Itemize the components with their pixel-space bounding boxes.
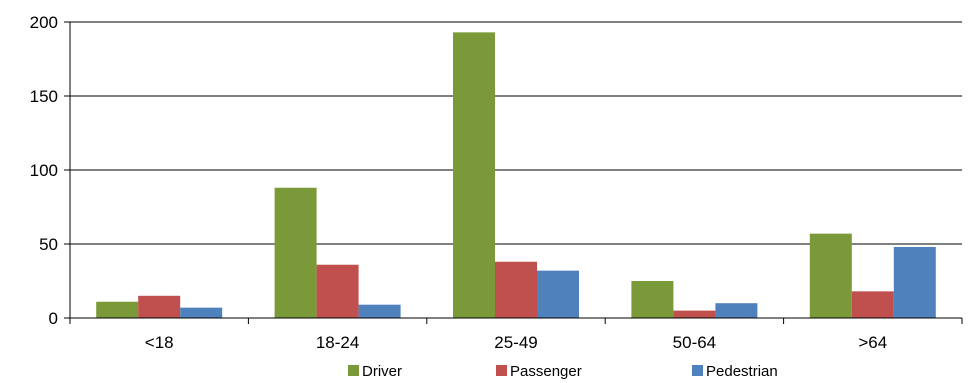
bar-driver-2 (453, 32, 495, 319)
legend-label-driver: Driver (362, 363, 402, 380)
bar-pedestrian-0 (180, 307, 223, 318)
bar-pedestrian-4 (893, 246, 936, 318)
bar-passenger-0 (138, 295, 181, 318)
axes (64, 21, 963, 324)
bar-driver-0 (96, 301, 139, 318)
y-tick-label: 200 (30, 13, 58, 32)
legend-swatch-pedestrian (692, 365, 703, 376)
bar-driver-3 (631, 281, 674, 318)
legend-label-pedestrian: Pedestrian (706, 363, 778, 380)
y-tick-label: 150 (30, 87, 58, 106)
bar-pedestrian-3 (715, 303, 758, 318)
legend-swatch-passenger (496, 365, 507, 376)
x-tick-label: 50-64 (673, 333, 716, 352)
y-tick-labels: 0 50 100 150 200 (30, 13, 58, 328)
legend-swatch-driver (348, 365, 359, 376)
bar-passenger-4 (851, 291, 894, 318)
legend-label-passenger: Passenger (510, 363, 582, 380)
bar-passenger-3 (673, 310, 716, 318)
x-tick-labels: <18 18-24 25-49 50-64 >64 (145, 333, 887, 352)
bar-pedestrian-2 (537, 270, 579, 318)
bar-driver-4 (809, 233, 852, 318)
x-tick-label: 18-24 (316, 333, 359, 352)
gridlines (70, 21, 962, 245)
y-tick-label: 100 (30, 161, 58, 180)
legend: Driver Passenger Pedestrian (348, 363, 778, 380)
x-tick-label: 25-49 (494, 333, 537, 352)
x-tick-label: >64 (858, 333, 887, 352)
bar-pedestrian-1 (358, 304, 401, 318)
bar-driver-1 (274, 187, 317, 318)
bar-passenger-2 (495, 261, 537, 318)
bar-passenger-1 (316, 264, 359, 318)
y-tick-label: 50 (39, 235, 58, 254)
y-tick-label: 0 (49, 309, 58, 328)
bars (96, 32, 936, 319)
x-tick-label: <18 (145, 333, 174, 352)
